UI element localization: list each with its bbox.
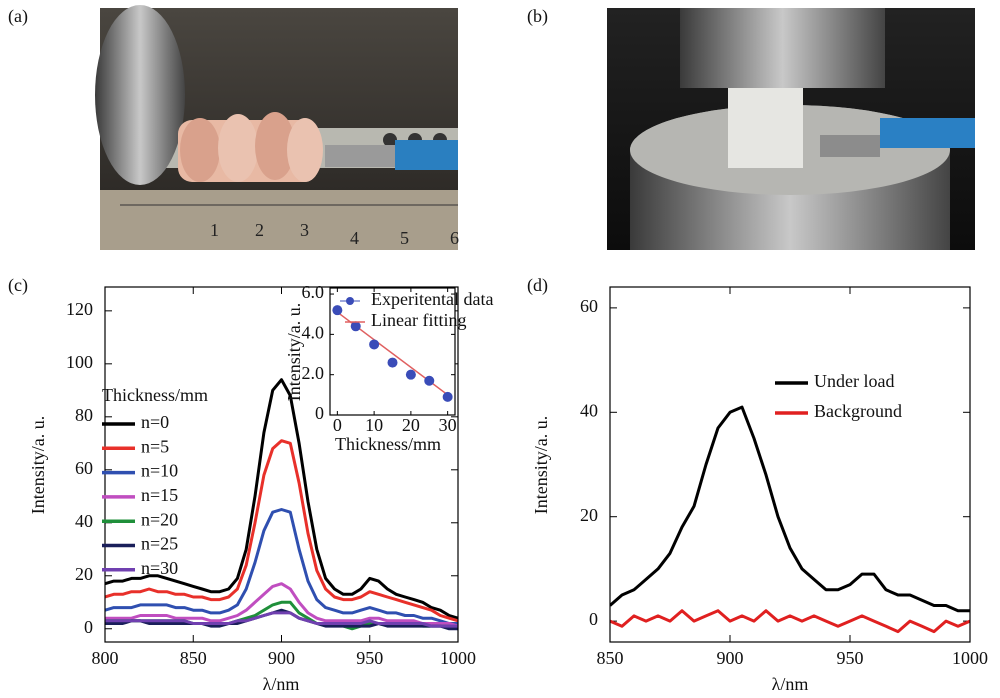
y-tick-label: 100 xyxy=(66,352,93,372)
data-point xyxy=(332,305,343,316)
x-axis-label: Thickness/mm xyxy=(335,434,441,454)
panel-label: (b) xyxy=(527,6,548,27)
legend-label: n=20 xyxy=(141,509,178,529)
series-line xyxy=(610,609,970,634)
x-tick-label: 900 xyxy=(268,648,295,668)
chart: (d) 850 900 950 1000 0 20 40 60 λ/nm Intensity/a. … xyxy=(527,275,988,694)
y-tick-label: 60 xyxy=(580,296,598,316)
data-point xyxy=(387,357,398,368)
legend-title: Thickness/mm xyxy=(102,385,208,405)
x-tick-label: 900 xyxy=(717,648,744,668)
y-axis-label: Intensity/a. u. xyxy=(531,416,551,514)
x-axis-label: λ/nm xyxy=(263,674,300,694)
legend-label: n=30 xyxy=(141,558,178,578)
svg-text:6: 6 xyxy=(450,228,459,248)
y-axis-label: Intensity/a. u. xyxy=(284,303,304,401)
data-point xyxy=(369,339,380,350)
panel-label: (a) xyxy=(8,6,28,27)
y-axis-label: Intensity/a. u. xyxy=(28,416,48,514)
x-tick-label: 950 xyxy=(837,648,864,668)
panel-label: (d) xyxy=(527,275,548,296)
legend-label: Linear fitting xyxy=(371,310,466,330)
plot-frame xyxy=(609,286,971,643)
photo-b xyxy=(607,8,975,250)
x-tick-label: 10 xyxy=(365,415,383,435)
y-tick-label: 2.0 xyxy=(302,363,325,383)
x-tick-label: 20 xyxy=(402,415,420,435)
y-tick-label: 40 xyxy=(75,511,93,531)
plot-frame xyxy=(329,287,456,416)
data-point xyxy=(442,391,453,402)
legend-label: n=5 xyxy=(141,436,169,456)
y-tick-label: 4.0 xyxy=(302,322,325,342)
y-tick-label: 20 xyxy=(580,505,598,525)
series-line xyxy=(105,508,458,625)
y-tick-label: 0 xyxy=(315,403,324,423)
y-tick-label: 0 xyxy=(84,617,93,637)
y-tick-label: 120 xyxy=(66,299,93,319)
series-line xyxy=(105,378,458,620)
x-tick-label: 1000 xyxy=(440,648,476,668)
plot-frame xyxy=(104,286,459,643)
legend-label: Under load xyxy=(814,371,894,391)
y-tick-label: 60 xyxy=(75,458,93,478)
y-tick-label: 80 xyxy=(75,405,93,425)
y-tick-label: 40 xyxy=(580,400,598,420)
svg-text:2: 2 xyxy=(255,220,264,240)
y-tick-label: 20 xyxy=(75,564,93,584)
series-line xyxy=(105,582,458,628)
series-line xyxy=(610,405,970,613)
y-tick-label: 6.0 xyxy=(302,282,325,302)
x-tick-label: 950 xyxy=(356,648,383,668)
x-tick-label: 850 xyxy=(597,648,624,668)
inset-background xyxy=(330,288,455,415)
x-tick-label: 30 xyxy=(439,415,457,435)
data-point xyxy=(405,369,416,380)
legend-label: n=10 xyxy=(141,461,178,481)
y-tick-label: 0 xyxy=(589,609,598,629)
series-line xyxy=(105,611,458,628)
legend-label: Background xyxy=(814,401,902,421)
svg-text:4: 4 xyxy=(350,228,359,248)
series-line xyxy=(105,608,458,631)
svg-text:3: 3 xyxy=(300,220,309,240)
x-tick-label: 0 xyxy=(333,415,342,435)
svg-text:5: 5 xyxy=(400,228,409,248)
legend-label: Experitental data xyxy=(371,289,493,309)
x-tick-label: 800 xyxy=(92,648,119,668)
chart: 0 10 20 30 0 2.0 4.0 6.0 Thickness/mm Intensity/a… xyxy=(284,282,493,454)
legend-label: n=15 xyxy=(141,485,178,505)
data-point xyxy=(350,321,361,332)
chart: (c)800 850 900 950 1000020406080100120λ/nmIn… xyxy=(8,275,476,694)
legend-swatch xyxy=(346,297,354,305)
svg-text:1: 1 xyxy=(210,220,219,240)
x-tick-label: 850 xyxy=(180,648,207,668)
series-line xyxy=(105,439,458,623)
photo-a: 1 2 3 4 5 6 xyxy=(95,5,459,250)
data-point xyxy=(424,375,435,386)
panel-label: (c) xyxy=(8,275,28,296)
legend-label: n=25 xyxy=(141,534,178,554)
x-axis-label: λ/nm xyxy=(772,674,809,694)
legend-label: n=0 xyxy=(141,412,169,432)
x-tick-label: 1000 xyxy=(952,648,988,668)
